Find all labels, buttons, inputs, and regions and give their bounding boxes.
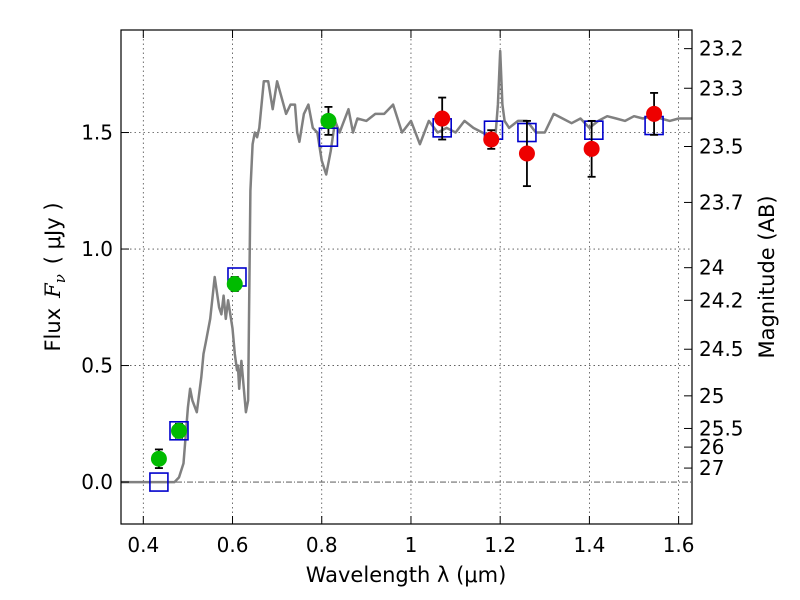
optical-point-2	[226, 275, 243, 292]
x-axis-label: Wavelength λ (μm)	[306, 563, 507, 587]
y-label-unit: ( μJy )	[41, 202, 65, 264]
x-tick-label-3: 1	[405, 533, 418, 557]
mag-tick-label-3: 23.7	[699, 190, 744, 214]
model-sed-line	[121, 49, 692, 484]
mag-tick-label-9: 26	[699, 435, 724, 459]
optical-point-1	[170, 422, 187, 439]
y-label-symbol: F	[41, 282, 65, 299]
x-tick-label-0: 0.4	[127, 533, 159, 557]
x-tick-label-4: 1.2	[484, 533, 516, 557]
mag-tick-label-5: 24.2	[699, 288, 744, 312]
nir-point-1	[483, 131, 500, 148]
grid-layer	[121, 30, 692, 524]
y-axis-label-left: Flux Fν ( μJy )	[41, 202, 69, 351]
mag-tick-label-10: 27	[699, 456, 724, 480]
plot-frame	[120, 29, 693, 525]
tick-layer	[121, 30, 692, 524]
y-label-symbol-sub: ν	[51, 274, 69, 283]
mag-tick-label-1: 23.3	[699, 76, 744, 100]
nir-point-4	[646, 105, 663, 122]
y-tick-label-1: 0.5	[81, 354, 113, 378]
optical-point-3	[320, 112, 337, 129]
line-layer	[121, 49, 692, 484]
mag-tick-label-8: 25.5	[699, 416, 744, 440]
mag-tick-label-2: 23.5	[699, 135, 744, 159]
y-tick-label-0: 0.0	[81, 470, 113, 494]
x-tick-label-1: 0.6	[217, 533, 249, 557]
marker-layer	[149, 92, 664, 492]
x-tick-label-2: 0.8	[306, 533, 338, 557]
y-tick-label-3: 1.5	[81, 121, 113, 145]
y-axis-label-right: Magnitude (AB)	[755, 195, 779, 358]
nir-point-0	[434, 110, 451, 127]
x-tick-label-6: 1.6	[663, 533, 695, 557]
label-layer: 0.4 0.6 0.8 1 1.2 1.4 1.6 0.0 0.5 1.0 1.5 23.2 23.3 2…	[81, 37, 743, 557]
y-tick-label-2: 1.0	[81, 237, 113, 261]
optical-point-0	[150, 450, 167, 467]
x-tick-label-5: 1.4	[573, 533, 605, 557]
mag-tick-label-4: 24	[699, 256, 724, 280]
model-band-square-1	[169, 420, 189, 441]
mag-tick-label-0: 23.2	[699, 37, 744, 61]
y-label-prefix: Flux	[41, 308, 65, 352]
mag-tick-label-6: 24.5	[699, 337, 744, 361]
nir-point-3	[583, 140, 600, 157]
mag-tick-label-7: 25	[699, 384, 724, 408]
nir-point-2	[518, 145, 535, 162]
model-band-square-0	[149, 472, 169, 492]
